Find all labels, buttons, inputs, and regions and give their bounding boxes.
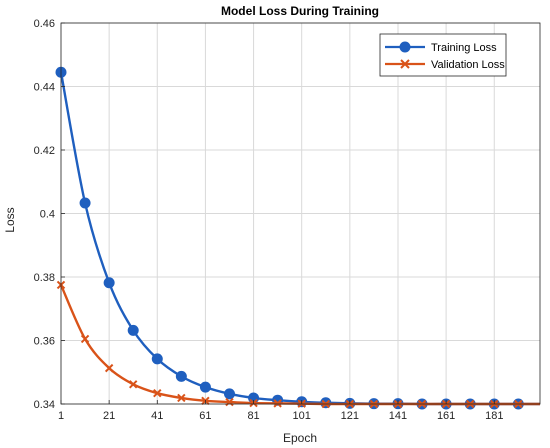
validation-loss-point: [177, 393, 186, 403]
validation-loss-point: [129, 380, 138, 389]
legend: Training Loss Validation Loss: [379, 33, 507, 77]
training-loss-point: [175, 370, 187, 382]
legend-label-validation: Validation Loss: [431, 59, 505, 71]
x-tick-label: 101: [293, 410, 311, 422]
x-tick-label: 61: [199, 410, 211, 422]
x-tick-label: 41: [151, 410, 163, 422]
x-tick-label: 141: [389, 410, 407, 422]
x-tick-label: 161: [437, 410, 455, 422]
x-axis-ticks: 1 21 41 61 81 101 121 141 161 181: [58, 400, 503, 422]
validation-loss-point: [153, 388, 162, 398]
validation-loss-point: [80, 334, 90, 344]
y-tick-label: 0.4: [40, 209, 55, 221]
validation-loss-point: [273, 399, 282, 408]
y-tick-label: 0.42: [34, 145, 55, 157]
validation-loss-point: [225, 397, 234, 407]
training-loss-point: [79, 197, 91, 209]
x-tick-label: 181: [485, 410, 503, 422]
y-tick-label: 0.46: [34, 18, 55, 30]
chart-title: Model Loss During Training: [221, 4, 379, 18]
legend-box: [379, 33, 507, 77]
x-axis-title: Epoch: [283, 431, 317, 445]
training-loss-point: [199, 381, 211, 393]
y-tick-label: 0.38: [34, 272, 55, 284]
x-tick-label: 121: [341, 410, 359, 422]
legend-marker-validation: [400, 59, 410, 69]
y-axis-title: Loss: [3, 207, 17, 232]
x-tick-label: 1: [58, 410, 64, 422]
x-tick-label: 81: [247, 410, 259, 422]
y-tick-label: 0.34: [34, 399, 55, 411]
training-loss-point: [151, 353, 163, 365]
legend-label-training: Training Loss: [431, 42, 497, 54]
y-tick-label: 0.36: [34, 336, 55, 348]
legend-marker-training: [399, 41, 411, 53]
y-tick-label: 0.44: [34, 82, 55, 94]
y-axis-ticks: 0.34 0.36 0.38 0.4 0.42 0.44 0.46: [34, 18, 65, 411]
x-tick-label: 21: [103, 410, 115, 422]
training-loss-point: [127, 324, 139, 336]
training-loss-point: [103, 277, 115, 289]
validation-loss-point: [104, 363, 114, 373]
training-loss-point: [223, 388, 235, 400]
